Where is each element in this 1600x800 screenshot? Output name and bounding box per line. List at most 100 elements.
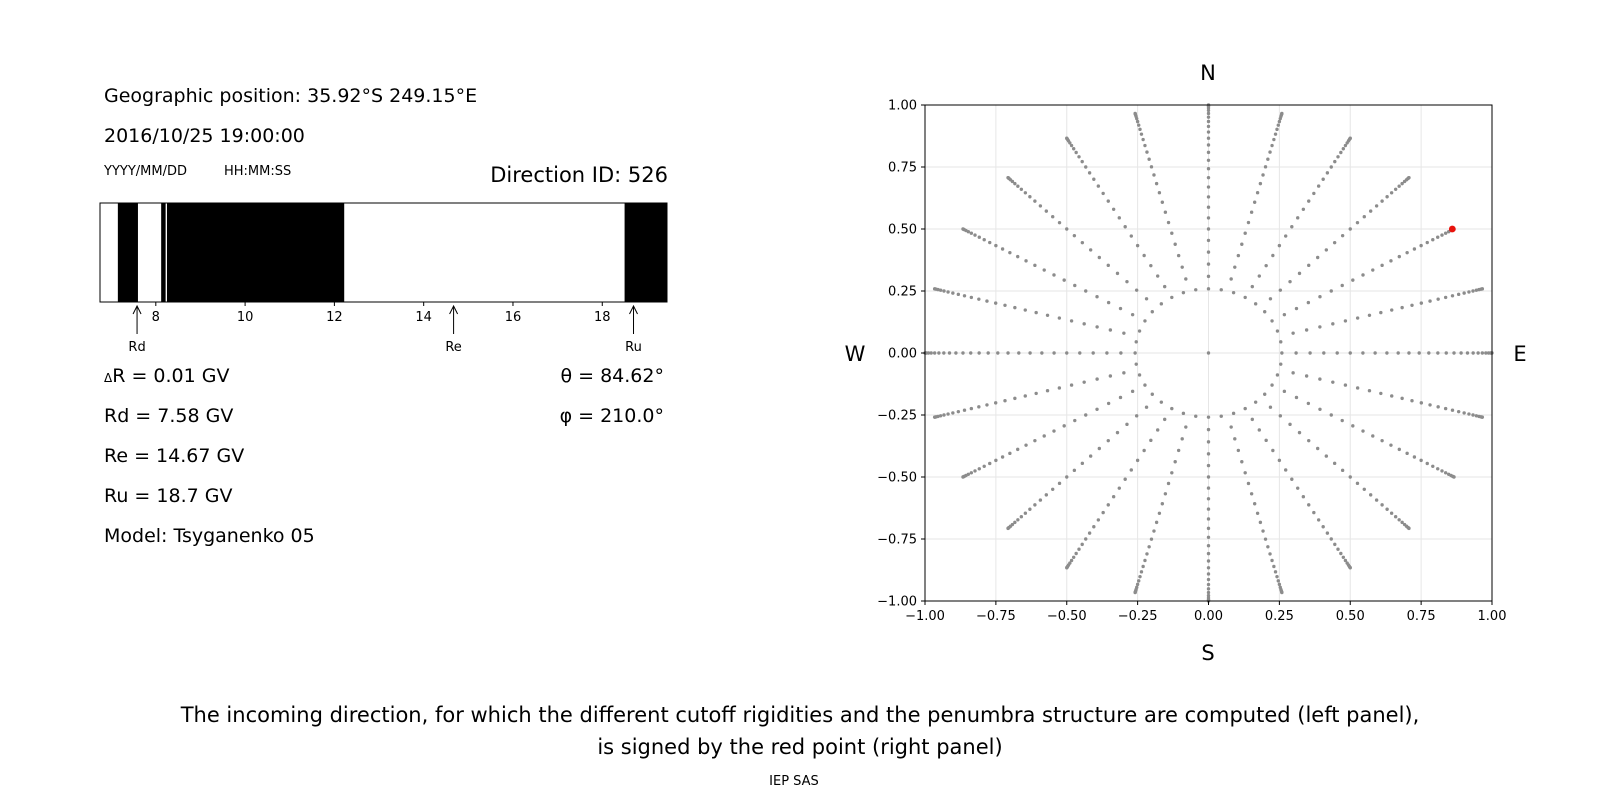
direction-point [1154,181,1159,186]
direction-point [1180,265,1184,269]
direction-point [1318,295,1322,299]
direction-point [994,458,998,463]
direction-point [1325,171,1330,175]
direction-point [1206,440,1211,444]
marker-label-rd: Rd [128,340,145,355]
direction-point [1206,185,1211,189]
direction-point [1057,481,1062,486]
direction-point [993,401,998,405]
direction-point [1419,243,1423,248]
direction-point [1419,458,1423,463]
direction-point [1034,391,1038,396]
direction-point [1162,417,1167,422]
direction-point [1261,173,1265,177]
compass-south: S [1201,641,1214,665]
direction-point [1028,507,1032,511]
direction-point [1181,290,1186,295]
direction-point [1219,414,1223,418]
direction-point [1273,132,1278,136]
direction-point [1062,424,1066,428]
direction-id: Direction ID: 526 [490,163,668,187]
direction-point [1379,391,1383,396]
direction-point [1264,438,1268,443]
compass-east: E [1513,342,1526,366]
direction-point [1459,351,1463,355]
direction-point [1355,481,1360,486]
theta-value: θ = 84.62° [560,365,664,387]
re-value: Re = 14.67 GV [104,445,245,467]
direction-point [1206,111,1211,116]
rd-value: Rd = 7.58 GV [104,405,234,427]
direction-point [1206,566,1211,570]
direction-point [1206,551,1211,556]
direction-point [1028,351,1032,355]
direction-point [1380,503,1384,507]
direction-point [1246,481,1251,486]
direction-point [1087,531,1092,535]
direction-point [1315,255,1320,260]
direction-point [1325,531,1330,535]
direction-point [1308,351,1312,355]
direction-point [1144,405,1149,409]
direction-point [1040,351,1044,355]
direction-point [1057,386,1062,390]
direction-point [969,471,974,475]
direction-point [1443,231,1448,235]
direction-point [1042,268,1046,272]
direction-point [1170,231,1174,235]
direction-point [1462,291,1466,295]
direction-point [1159,400,1164,404]
direction-point [1038,204,1043,208]
direction-point [1348,351,1352,355]
direction-point [1412,455,1417,459]
direction-point [1258,181,1263,186]
y-tick-label: 0.75 [888,161,917,176]
direction-point [1431,238,1435,242]
direction-point [1389,443,1393,447]
direction-point [1156,274,1160,278]
y-tick-label: −0.50 [877,471,917,486]
direction-point [1250,417,1255,422]
direction-point [1084,289,1088,293]
direction-point [1095,377,1099,381]
direction-point [1272,137,1276,142]
direction-point [1355,316,1360,320]
direction-point [1206,587,1211,591]
direction-point [1206,287,1211,291]
direction-point [1206,517,1211,521]
direction-point [1160,502,1165,506]
direction-point [1348,475,1352,479]
direction-point [1143,319,1147,323]
direction-point [1419,301,1424,305]
direction-point [1474,288,1479,292]
direction-point [1115,430,1120,435]
axis-ticks: −1.00 −0.75 −0.50 −0.25 0.00 0.25 0.50 0.75 1.00… [877,99,1506,625]
direction-point [1097,446,1102,451]
direction-point [1105,351,1109,355]
direction-point [1092,177,1096,181]
direction-point [1304,374,1309,378]
direction-point [1082,380,1086,384]
direction-point [1069,143,1074,148]
direction-point [1471,351,1475,355]
direction-point [1008,451,1012,456]
y-tick-label: 1.00 [888,99,917,114]
direction-point [1249,210,1254,214]
direction-point [1417,351,1421,355]
penumbra-tick-label: 12 [326,310,343,325]
penumbra-bands [117,203,667,302]
direction-points [923,103,1494,603]
direction-point [1264,263,1268,268]
direction-point [1180,437,1184,441]
direction-point [1194,414,1198,418]
direction-point [1476,351,1480,355]
direction-point [1135,243,1140,248]
direction-point [1206,136,1211,140]
direction-point [1307,438,1311,443]
direction-point [1016,184,1020,188]
direction-point [1385,195,1389,199]
direction-point [1045,389,1050,393]
direction-point [1465,351,1470,355]
direction-point [1206,150,1211,155]
direction-point [1332,240,1337,245]
